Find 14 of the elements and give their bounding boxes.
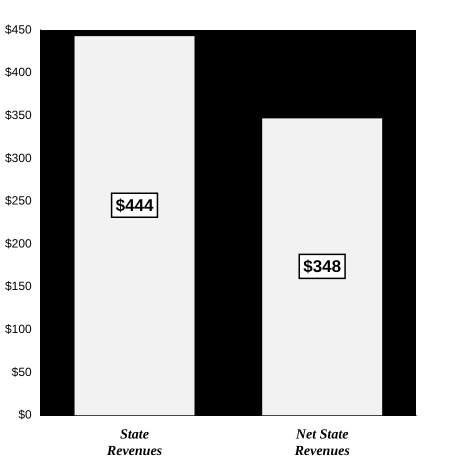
y-tick-label: $0 — [18, 408, 32, 422]
y-tick-label: $400 — [4, 65, 32, 80]
x-tick-label: State Revenues — [106, 427, 163, 460]
y-tick-label: $350 — [4, 108, 32, 122]
y-tick-label: $50 — [12, 364, 32, 379]
y-tick-label: $150 — [4, 279, 32, 294]
data-label: $444 — [116, 196, 154, 215]
data-label: $348 — [303, 257, 342, 276]
y-tick-label: $450 — [4, 22, 32, 36]
y-tick-label: $300 — [4, 150, 32, 165]
y-tick-label: $200 — [4, 236, 32, 250]
x-tick-label: Net State Revenues — [294, 427, 350, 460]
y-tick-label: $100 — [4, 322, 32, 336]
y-tick-label: $250 — [4, 194, 32, 208]
